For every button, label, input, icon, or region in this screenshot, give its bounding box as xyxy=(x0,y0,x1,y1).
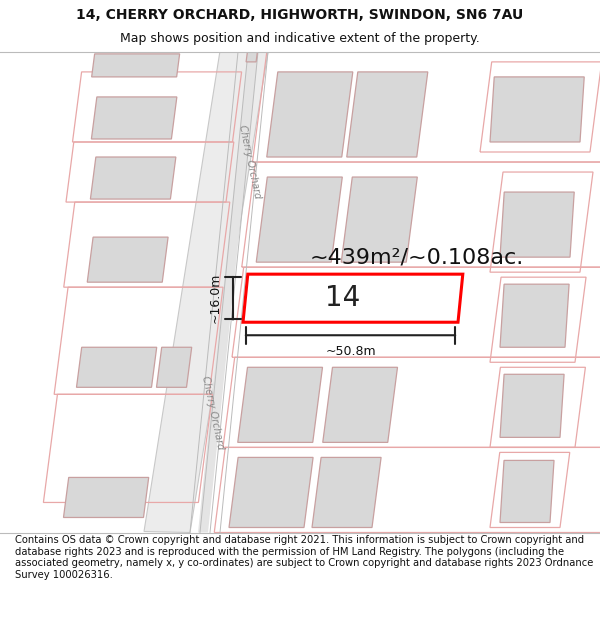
Text: 14: 14 xyxy=(325,284,361,312)
Polygon shape xyxy=(92,54,179,77)
Text: 14, CHERRY ORCHARD, HIGHWORTH, SWINDON, SN6 7AU: 14, CHERRY ORCHARD, HIGHWORTH, SWINDON, … xyxy=(76,8,524,21)
Text: Contains OS data © Crown copyright and database right 2021. This information is : Contains OS data © Crown copyright and d… xyxy=(15,535,593,580)
Polygon shape xyxy=(198,52,258,532)
Text: Cherry Orchard: Cherry Orchard xyxy=(200,374,226,450)
Polygon shape xyxy=(229,458,313,528)
Polygon shape xyxy=(64,478,149,518)
Polygon shape xyxy=(238,368,323,442)
Polygon shape xyxy=(144,51,268,532)
Polygon shape xyxy=(267,72,353,157)
Polygon shape xyxy=(157,348,192,388)
Text: ~16.0m: ~16.0m xyxy=(209,273,221,323)
Polygon shape xyxy=(256,177,342,262)
Text: Map shows position and indicative extent of the property.: Map shows position and indicative extent… xyxy=(120,32,480,46)
Polygon shape xyxy=(500,192,574,257)
Polygon shape xyxy=(323,368,398,442)
Polygon shape xyxy=(500,374,564,438)
Polygon shape xyxy=(246,52,257,62)
Text: ~50.8m: ~50.8m xyxy=(325,345,376,358)
Polygon shape xyxy=(87,237,168,282)
Polygon shape xyxy=(312,458,381,528)
Polygon shape xyxy=(91,97,177,139)
Polygon shape xyxy=(77,348,157,388)
Polygon shape xyxy=(500,284,569,348)
Polygon shape xyxy=(91,157,176,199)
Polygon shape xyxy=(347,72,428,157)
Polygon shape xyxy=(490,77,584,142)
Polygon shape xyxy=(500,461,554,522)
Polygon shape xyxy=(341,177,418,262)
Text: ~439m²/~0.108ac.: ~439m²/~0.108ac. xyxy=(310,247,524,267)
Text: Cherry Orchard: Cherry Orchard xyxy=(237,124,263,200)
